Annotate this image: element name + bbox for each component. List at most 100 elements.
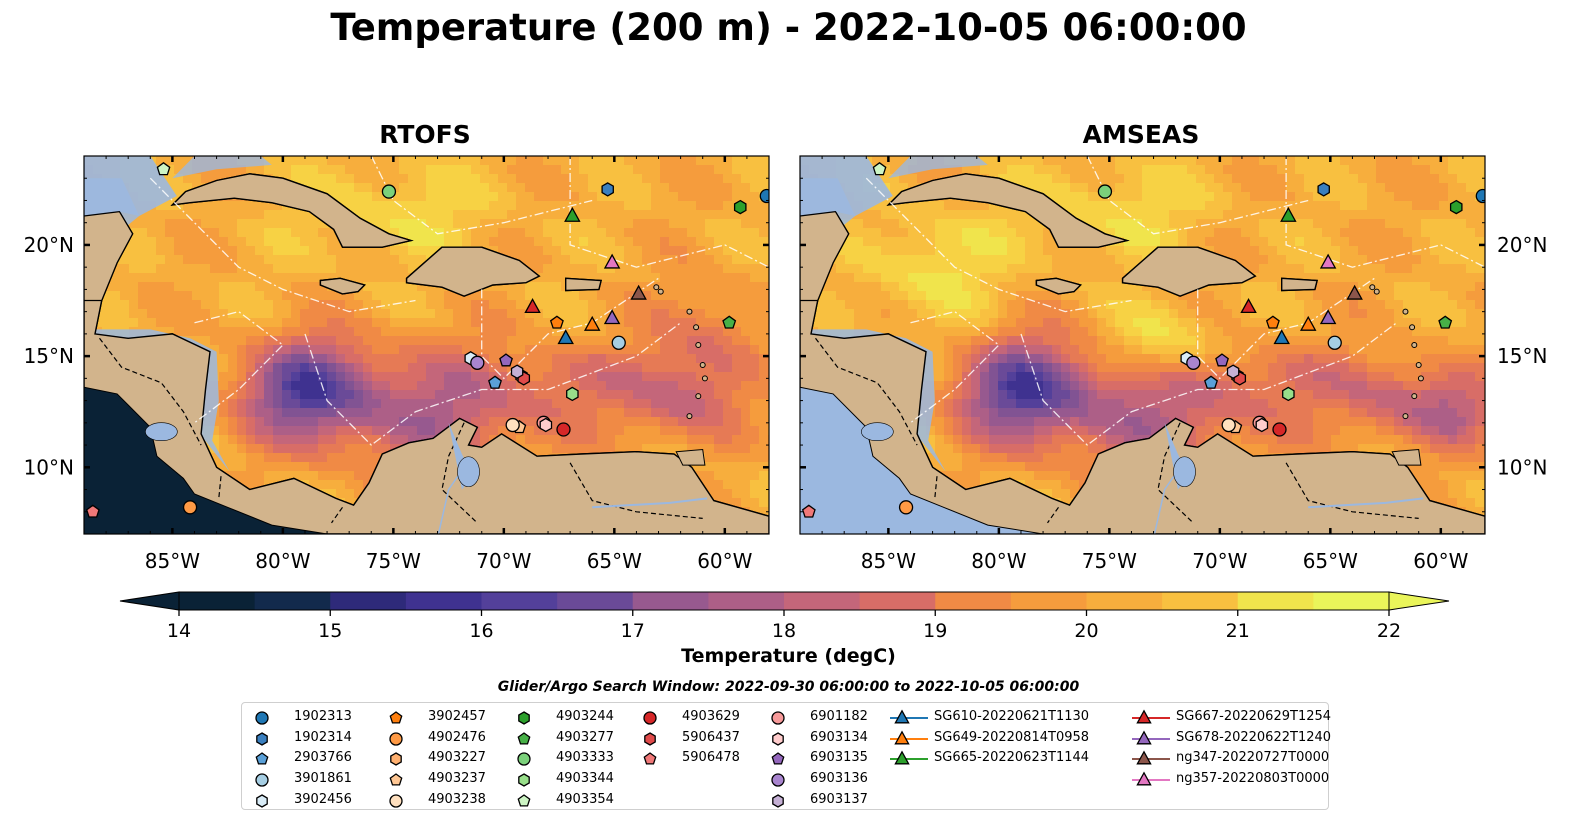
legend-marker-icon — [1132, 750, 1170, 765]
legend-label: 2903766 — [294, 750, 352, 766]
legend-label: 4903344 — [556, 771, 614, 787]
station-marker-6903136 — [470, 355, 485, 370]
colorbar-segment — [254, 592, 331, 610]
legend-label: 4903277 — [556, 729, 614, 745]
legend-marker-icon — [255, 711, 269, 725]
legend-marker-icon — [518, 773, 530, 787]
colorbar-tick-label: 20 — [1074, 620, 1098, 642]
legend-marker-icon — [389, 773, 403, 786]
station-marker-6903137 — [1226, 364, 1240, 379]
legend-marker-icon — [517, 793, 531, 807]
station-marker-1902313 — [1475, 188, 1485, 204]
lon-tick-label: 85°W — [145, 549, 200, 573]
legend-label: 4903354 — [556, 791, 614, 807]
legend-label: 1902314 — [294, 729, 352, 745]
station-marker-4903238 — [505, 417, 520, 433]
legend-label: 4903629 — [682, 709, 740, 724]
legend-label: 3902456 — [294, 791, 352, 807]
legend-marker-icon — [389, 711, 403, 724]
legend-marker-icon — [1132, 709, 1170, 724]
station-marker-ng347-20220727T0000 — [630, 284, 647, 300]
legend-label: ng347-20220727T0000 — [1176, 750, 1330, 766]
legend-marker-icon — [890, 750, 928, 765]
legend-label: 5906437 — [682, 729, 740, 745]
station-marker-ng357-20220803T0000 — [603, 253, 621, 269]
station-marker-SG649-20220814T0958 — [583, 315, 601, 331]
station-marker-4903344 — [1282, 386, 1295, 402]
station-marker-SG667-20220629T1254 — [1240, 298, 1257, 314]
colorbar-segment — [1086, 592, 1163, 610]
colorbar-tick-label: 19 — [923, 620, 947, 642]
station-marker-SG649-20220814T0958 — [1299, 315, 1317, 331]
chart-title: Temperature (200 m) - 2022-10-05 06:00:0… — [330, 6, 1247, 49]
station-marker-4903629 — [556, 422, 571, 437]
colorbar-segment — [557, 592, 634, 610]
legend-marker-icon — [771, 752, 785, 765]
legend-marker-icon — [772, 731, 784, 746]
panel-title-amseas: AMSEAS — [1082, 120, 1200, 149]
station-marker-3901861 — [611, 335, 626, 350]
colorbar-segment — [1010, 592, 1087, 610]
legend-label: 4903333 — [556, 750, 614, 766]
station-marker-SG678-20220622T1240 — [1319, 309, 1337, 325]
legend-marker-icon — [890, 709, 928, 724]
station-marker-SG610-20220621T1130 — [1273, 329, 1290, 345]
legend-marker-icon — [1132, 730, 1170, 745]
station-marker-2903766 — [1204, 375, 1218, 389]
station-marker-4902476 — [898, 500, 914, 515]
colorbar-extend-high — [1388, 591, 1450, 611]
station-marker-1902314 — [1317, 182, 1330, 197]
legend-label: 4902476 — [428, 729, 486, 745]
colorbar-tick-label: 14 — [167, 620, 191, 642]
station-marker-4903277 — [1438, 315, 1453, 329]
colorbar-segment — [1313, 592, 1390, 610]
colorbar-segment — [330, 592, 407, 610]
station-marker-4903354 — [872, 161, 887, 176]
colorbar-tick-label: 16 — [469, 620, 493, 642]
station-marker-2903766 — [488, 375, 502, 389]
station-marker-ng357-20220803T0000 — [1319, 253, 1337, 269]
legend-label: 4903244 — [556, 709, 614, 724]
lat-tick-label: 15°N — [24, 344, 74, 368]
station-marker-3902457 — [1265, 315, 1280, 329]
legend-marker-icon — [389, 732, 403, 746]
legend-marker-icon — [255, 773, 269, 787]
lon-tick-label: 65°W — [587, 549, 642, 573]
colorbar-segment — [708, 592, 785, 610]
lon-tick-label: 85°W — [861, 549, 916, 573]
lon-tick-label: 80°W — [255, 549, 310, 573]
legend-marker-icon — [771, 773, 785, 787]
legend-label: SG665-20220623T1144 — [934, 750, 1090, 766]
legend-marker-icon — [1132, 771, 1170, 786]
colorbar-extend-low — [119, 591, 180, 611]
legend-marker-icon — [771, 711, 785, 725]
colorbar-segment — [405, 592, 482, 610]
colorbar-segment — [481, 592, 558, 610]
legend-marker-icon — [389, 794, 403, 808]
colorbar-tick-label: 17 — [621, 620, 645, 642]
station-marker-4903238 — [1221, 417, 1236, 433]
station-marker-SG678-20220622T1240 — [603, 309, 621, 325]
station-marker-4903244 — [733, 199, 747, 215]
station-marker-4903244 — [1449, 199, 1463, 215]
colorbar-tick-label: 18 — [772, 620, 796, 642]
lat-tick-label: 20°N — [24, 233, 74, 257]
legend-label: ng357-20220803T0000 — [1176, 771, 1330, 787]
lon-tick-label: 60°W — [1413, 549, 1468, 573]
legend-marker-icon — [256, 793, 268, 808]
map-panels: 85°W 80°W 75°W 70°W 65°W 60°W20°N15°N10°N85°W… — [24, 155, 1547, 573]
legend-marker-icon — [390, 752, 402, 767]
legend-marker-icon — [517, 731, 531, 745]
legend-label: 6903137 — [810, 791, 868, 807]
legend-label: SG649-20220814T0958 — [934, 729, 1090, 745]
lon-tick-label: 75°W — [1082, 549, 1137, 573]
map-panel-amseas: 85°W 80°W 75°W 70°W 65°W 60°W 20°N 15°N 10°N — [799, 155, 1547, 573]
legend-marker-icon — [644, 731, 656, 746]
legend-label: 3901861 — [294, 771, 352, 787]
legend-marker-icon — [890, 730, 928, 745]
station-marker-6903136 — [1186, 355, 1201, 370]
panel-title-rtofs: RTOFS — [379, 120, 471, 149]
station-marker-6903134 — [539, 417, 553, 433]
legend-label: 1902313 — [294, 709, 352, 724]
legend-label: SG667-20220629T1254 — [1176, 709, 1332, 724]
